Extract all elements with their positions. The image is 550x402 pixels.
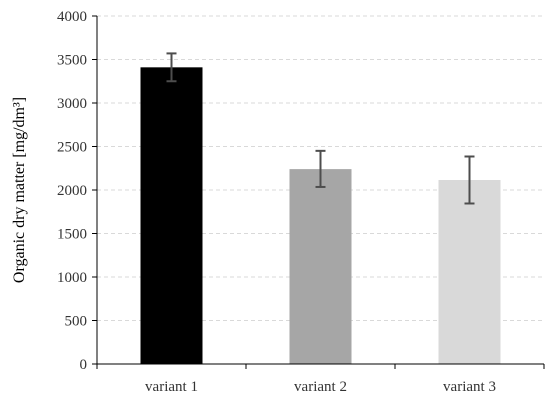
- y-axis-ticks: 0 500 1000 1500 2000 2500 3000 3500 4000: [57, 9, 97, 373]
- y-tick-label: 3000: [57, 96, 87, 112]
- y-tick-label: 4000: [57, 9, 87, 25]
- x-tick-label: variant 1: [145, 379, 198, 395]
- y-tick-label: 2000: [57, 183, 87, 199]
- y-tick-label: 2500: [57, 140, 87, 156]
- y-tick-label: 500: [65, 314, 88, 330]
- bars: [140, 67, 501, 364]
- error-bars: [166, 52, 475, 205]
- y-axis-title: Organic dry matter [mg/dm³]: [11, 97, 28, 283]
- x-axis-ticks: variant 1 variant 2 variant 3: [96, 364, 545, 395]
- x-tick-label: variant 3: [443, 379, 496, 395]
- y-tick-label: 3500: [57, 53, 87, 69]
- bar-2: [289, 169, 352, 364]
- x-tick-label: variant 2: [294, 379, 347, 395]
- y-tick-label: 1500: [57, 227, 87, 243]
- bar-1: [140, 67, 203, 364]
- bar-3: [438, 179, 501, 364]
- y-tick-label: 0: [80, 357, 88, 373]
- y-tick-label: 1000: [57, 270, 87, 286]
